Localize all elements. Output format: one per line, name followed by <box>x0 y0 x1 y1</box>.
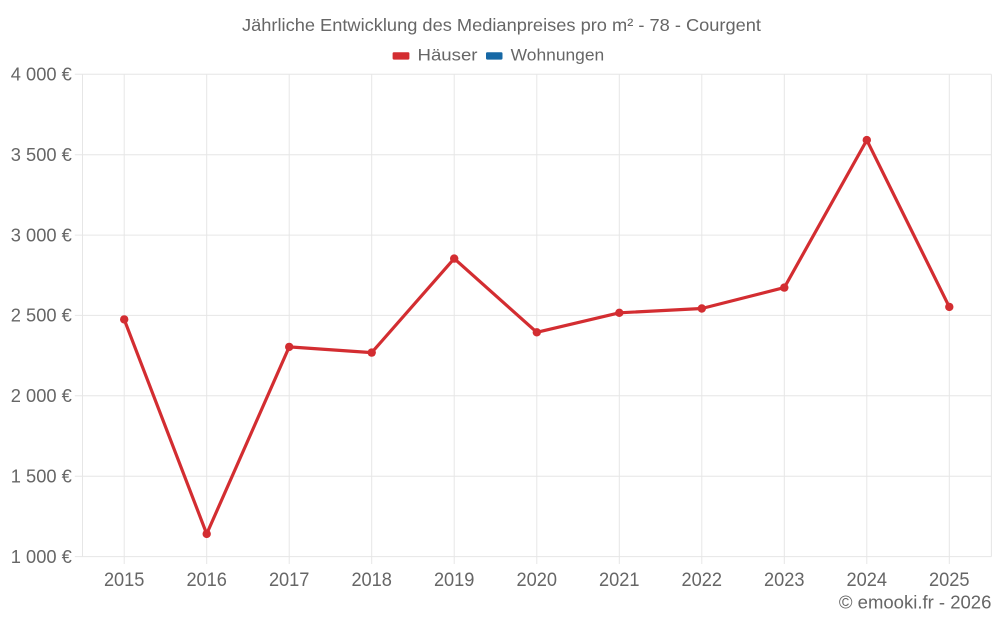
svg-text:2024: 2024 <box>847 569 888 591</box>
svg-text:© emooki.fr - 2026: © emooki.fr - 2026 <box>839 593 992 613</box>
svg-text:3 000 €: 3 000 € <box>11 225 72 245</box>
svg-text:1 000 €: 1 000 € <box>11 547 72 567</box>
svg-text:2 000 €: 2 000 € <box>11 386 72 406</box>
svg-text:2019: 2019 <box>434 569 475 591</box>
svg-text:2 500 €: 2 500 € <box>11 306 72 326</box>
svg-text:2018: 2018 <box>351 569 392 591</box>
svg-text:3 500 €: 3 500 € <box>11 145 72 165</box>
svg-text:Jährliche Entwicklung des Medi: Jährliche Entwicklung des Medianpreises … <box>242 15 761 35</box>
svg-text:2015: 2015 <box>104 569 145 591</box>
svg-text:4 000 €: 4 000 € <box>11 65 72 85</box>
svg-text:2020: 2020 <box>517 569 558 591</box>
svg-text:Häuser: Häuser <box>418 46 478 65</box>
svg-text:2017: 2017 <box>269 569 310 591</box>
svg-text:2023: 2023 <box>764 569 805 591</box>
svg-text:2016: 2016 <box>186 569 227 591</box>
svg-text:2025: 2025 <box>929 569 970 591</box>
svg-text:Wohnungen: Wohnungen <box>511 46 605 65</box>
svg-text:2021: 2021 <box>599 569 640 591</box>
svg-text:2022: 2022 <box>682 569 723 591</box>
svg-text:1 500 €: 1 500 € <box>11 466 72 486</box>
